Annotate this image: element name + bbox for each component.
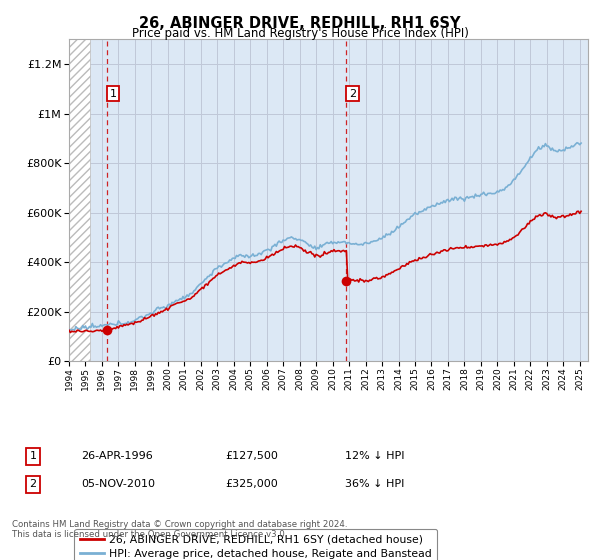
Text: £127,500: £127,500 (225, 451, 278, 461)
Text: 26, ABINGER DRIVE, REDHILL, RH1 6SY: 26, ABINGER DRIVE, REDHILL, RH1 6SY (139, 16, 461, 31)
Text: 05-NOV-2010: 05-NOV-2010 (81, 479, 155, 489)
Text: 26-APR-1996: 26-APR-1996 (81, 451, 153, 461)
Text: 1: 1 (29, 451, 37, 461)
Text: 12% ↓ HPI: 12% ↓ HPI (345, 451, 404, 461)
Text: 2: 2 (29, 479, 37, 489)
Legend: 26, ABINGER DRIVE, REDHILL, RH1 6SY (detached house), HPI: Average price, detach: 26, ABINGER DRIVE, REDHILL, RH1 6SY (det… (74, 529, 437, 560)
Text: 2: 2 (349, 88, 356, 99)
Text: £325,000: £325,000 (225, 479, 278, 489)
Text: Price paid vs. HM Land Registry's House Price Index (HPI): Price paid vs. HM Land Registry's House … (131, 27, 469, 40)
Text: 1: 1 (110, 88, 116, 99)
Text: 36% ↓ HPI: 36% ↓ HPI (345, 479, 404, 489)
Text: Contains HM Land Registry data © Crown copyright and database right 2024.
This d: Contains HM Land Registry data © Crown c… (12, 520, 347, 539)
Bar (69, 39, 91, 361)
